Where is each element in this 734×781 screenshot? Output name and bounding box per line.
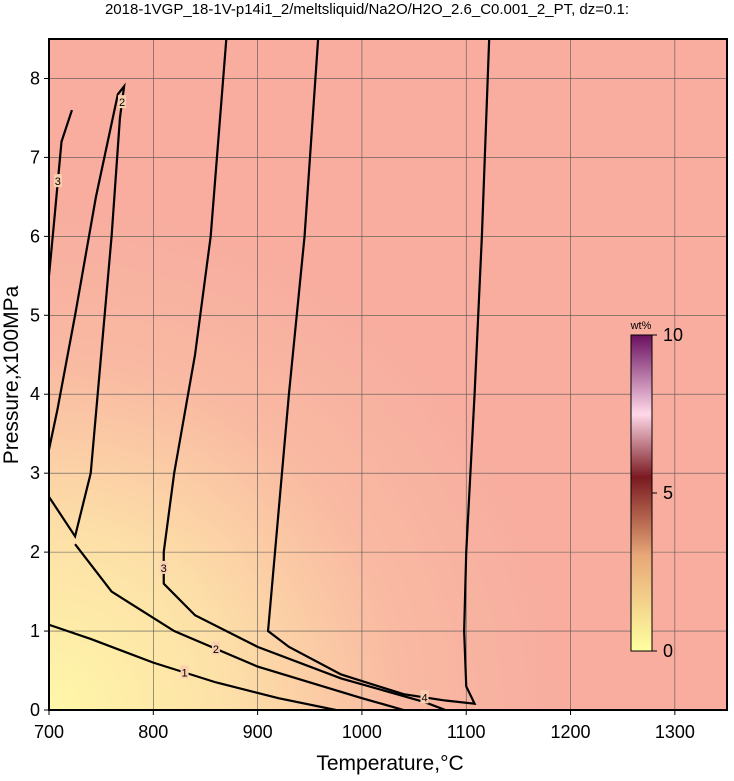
- grid: [48, 39, 727, 711]
- y-tick-label: 7: [30, 147, 40, 167]
- contour-label: 2: [119, 97, 125, 109]
- colorbar-tick-label: 0: [663, 641, 673, 661]
- contour-line: [162, 39, 446, 710]
- x-axis-label: Temperature,°C: [316, 752, 463, 775]
- colorbar-tick-label: 5: [663, 483, 673, 503]
- contour-label-bg: [420, 690, 429, 704]
- contour-label-bg: [159, 560, 168, 574]
- contours: 1 2 2 3 3 4: [49, 39, 491, 710]
- y-tick-label: 4: [30, 384, 40, 404]
- x-tick-label: 1300: [655, 722, 695, 742]
- plot-frame: [48, 38, 728, 711]
- contour-label: 3: [55, 176, 61, 188]
- colorbar-label: wt%: [630, 320, 652, 332]
- y-tick-label: 6: [30, 226, 40, 246]
- y-tick-label: 2: [30, 542, 40, 562]
- contour-label: 1: [182, 668, 188, 680]
- x-tick-label: 900: [243, 722, 273, 742]
- y-tick-label: 3: [30, 463, 40, 483]
- plot-background: [49, 39, 727, 710]
- y-tick-label: 0: [30, 700, 40, 720]
- contour-label-bg: [211, 641, 220, 655]
- contour-label-bg: [118, 95, 127, 109]
- y-axis-label: Pressure,x100MPa: [0, 285, 23, 464]
- y-tick-label: 5: [30, 305, 40, 325]
- x-tick-label: 700: [34, 722, 64, 742]
- x-tick-label: 800: [138, 722, 168, 742]
- chart-title: 2018-1VGP_18-1V-p14i1_2/meltsliquid/Na2O…: [105, 1, 629, 18]
- contour-label: 4: [421, 692, 427, 704]
- x-tick-label: 1000: [342, 722, 382, 742]
- x-tick-label: 1200: [551, 722, 591, 742]
- contour-label: 3: [161, 563, 167, 575]
- y-tick-label: 8: [30, 68, 40, 88]
- contour-label-bg: [53, 174, 62, 188]
- y-tick-label: 1: [30, 621, 40, 641]
- x-tick-label: 1100: [447, 722, 486, 742]
- colorbar: [630, 334, 653, 652]
- contour-label: 2: [213, 644, 219, 656]
- contour-label-bg: [180, 665, 189, 679]
- colorbar-tick-label: 10: [663, 325, 683, 345]
